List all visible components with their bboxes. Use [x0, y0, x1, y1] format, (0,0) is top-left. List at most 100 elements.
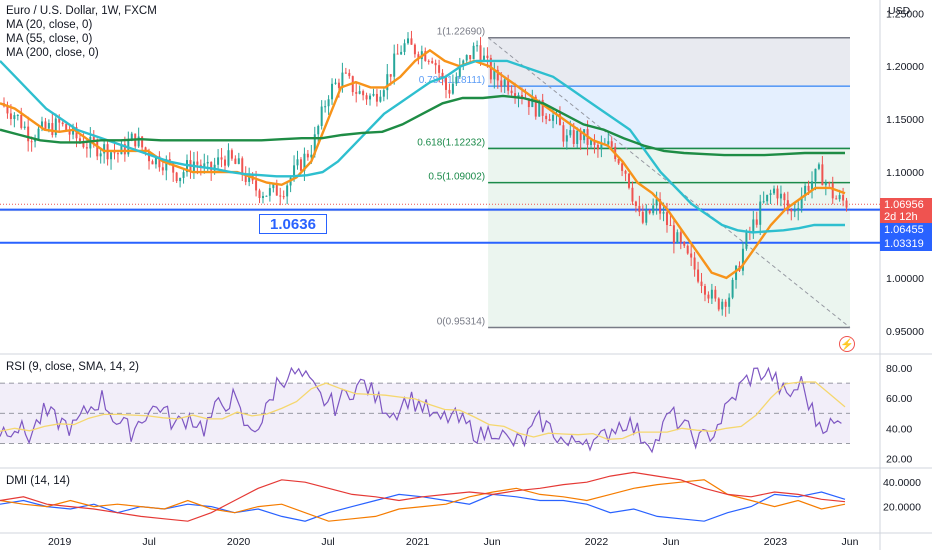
candle-body [210, 161, 213, 171]
candle-body [424, 51, 427, 61]
candle-body [579, 130, 582, 141]
candle-body [634, 201, 637, 206]
candle-body [793, 210, 796, 212]
fib-zone [488, 148, 850, 328]
rsi-line [0, 366, 842, 454]
time-tick-label: 2021 [406, 536, 430, 548]
candle-body [769, 193, 772, 195]
candle-body [148, 151, 151, 162]
legend-ma55[interactable]: MA (55, close, 0) [6, 33, 93, 45]
candle-body [334, 82, 337, 84]
candle-body [9, 113, 12, 120]
candle-body [65, 124, 68, 131]
ma-line [0, 94, 845, 157]
time-tick-label: 2019 [48, 536, 72, 548]
candle-body [372, 93, 375, 96]
candle-body [365, 95, 368, 100]
support2-tag: 1.03319 [880, 237, 932, 251]
candle-body [665, 212, 668, 226]
fib-zone [488, 86, 850, 149]
candle-body [790, 209, 793, 212]
candle-body [669, 225, 672, 227]
candle-body [382, 90, 385, 97]
candle-body [13, 115, 16, 120]
candle-body [113, 152, 116, 154]
candle-body [400, 51, 403, 55]
candle-body [244, 174, 247, 182]
candle-body [645, 210, 648, 223]
candle-body [34, 139, 37, 142]
candle-body [776, 188, 779, 199]
candle-body [261, 196, 264, 198]
candle-body [68, 130, 71, 135]
legend-dmi[interactable]: DMI (14, 14) [6, 475, 70, 487]
fib-zone [488, 37, 850, 87]
candle-body [44, 121, 47, 129]
price-tick-label: 1.15000 [886, 114, 924, 126]
fib-level-label: 0.618(1.12232) [417, 137, 485, 148]
candle-body [717, 298, 720, 310]
moving-averages [0, 48, 846, 280]
candle-body [303, 153, 306, 171]
level-label-box[interactable]: 1.0636 [259, 214, 327, 234]
candle-body [337, 82, 340, 88]
candle-body [455, 76, 458, 84]
time-tick-label: 2023 [764, 536, 788, 548]
candle-body [6, 106, 9, 114]
candle-body [817, 164, 820, 169]
fibonacci-retracement[interactable]: 1(1.22690) 0.786(1.18111) 0.618(1.12232) 0.… [417, 27, 851, 329]
legend-rsi[interactable]: RSI (9, close, SMA, 14, 2) [6, 361, 139, 373]
candle-body [441, 72, 444, 78]
candle-body [234, 158, 237, 164]
candle-body [182, 172, 185, 178]
candle-body [655, 199, 658, 206]
candle-body [362, 91, 365, 96]
candle-body [30, 141, 33, 143]
candle-body [500, 80, 503, 87]
candle-body [510, 90, 513, 94]
candle-body [161, 167, 164, 171]
dmi-pane [0, 471, 846, 522]
horizontal-levels[interactable] [0, 203, 880, 244]
legend-symbol[interactable]: Euro / U.S. Dollar, 1W, FXCM [6, 5, 157, 17]
candle-body [807, 185, 810, 191]
candle-body [773, 188, 776, 194]
candle-body [779, 193, 782, 199]
rsi-tick-label: 80.00 [886, 363, 912, 375]
candle-body [16, 114, 19, 116]
candle-body [241, 158, 244, 175]
fib-level-label: 0(0.95314) [437, 317, 485, 328]
candle-body [465, 55, 468, 61]
candle-body [828, 182, 831, 184]
candle-body [279, 195, 282, 197]
candle-body [317, 125, 320, 135]
candle-body [624, 170, 627, 174]
candle-body [552, 114, 555, 121]
candle-body [20, 114, 23, 128]
candle-body [96, 141, 99, 157]
legend-ma200[interactable]: MA (200, close, 0) [6, 47, 99, 59]
candle-body [638, 205, 641, 212]
candle-body [752, 219, 755, 232]
candle-body [607, 141, 610, 145]
fib-trend-line [487, 37, 851, 328]
candle-body [324, 106, 327, 108]
candle-body [348, 72, 351, 77]
candle-body [116, 153, 119, 155]
legend-ma20[interactable]: MA (20, close, 0) [6, 19, 93, 31]
candle-body [320, 106, 323, 126]
candle-body [797, 208, 800, 211]
candle-body [621, 163, 624, 171]
candle-body [444, 77, 447, 90]
fib-level-label: 0.5(1.09002) [428, 172, 485, 183]
candle-body [514, 93, 517, 98]
candle-body [462, 60, 465, 66]
candle-body [158, 156, 161, 168]
candle-body [417, 54, 420, 60]
support1-tag: 1.06455 [880, 223, 932, 237]
candle-body [845, 200, 848, 208]
logo-icon[interactable]: ⚡ [839, 336, 855, 352]
candle-body [165, 159, 168, 171]
candle-body [230, 150, 233, 159]
